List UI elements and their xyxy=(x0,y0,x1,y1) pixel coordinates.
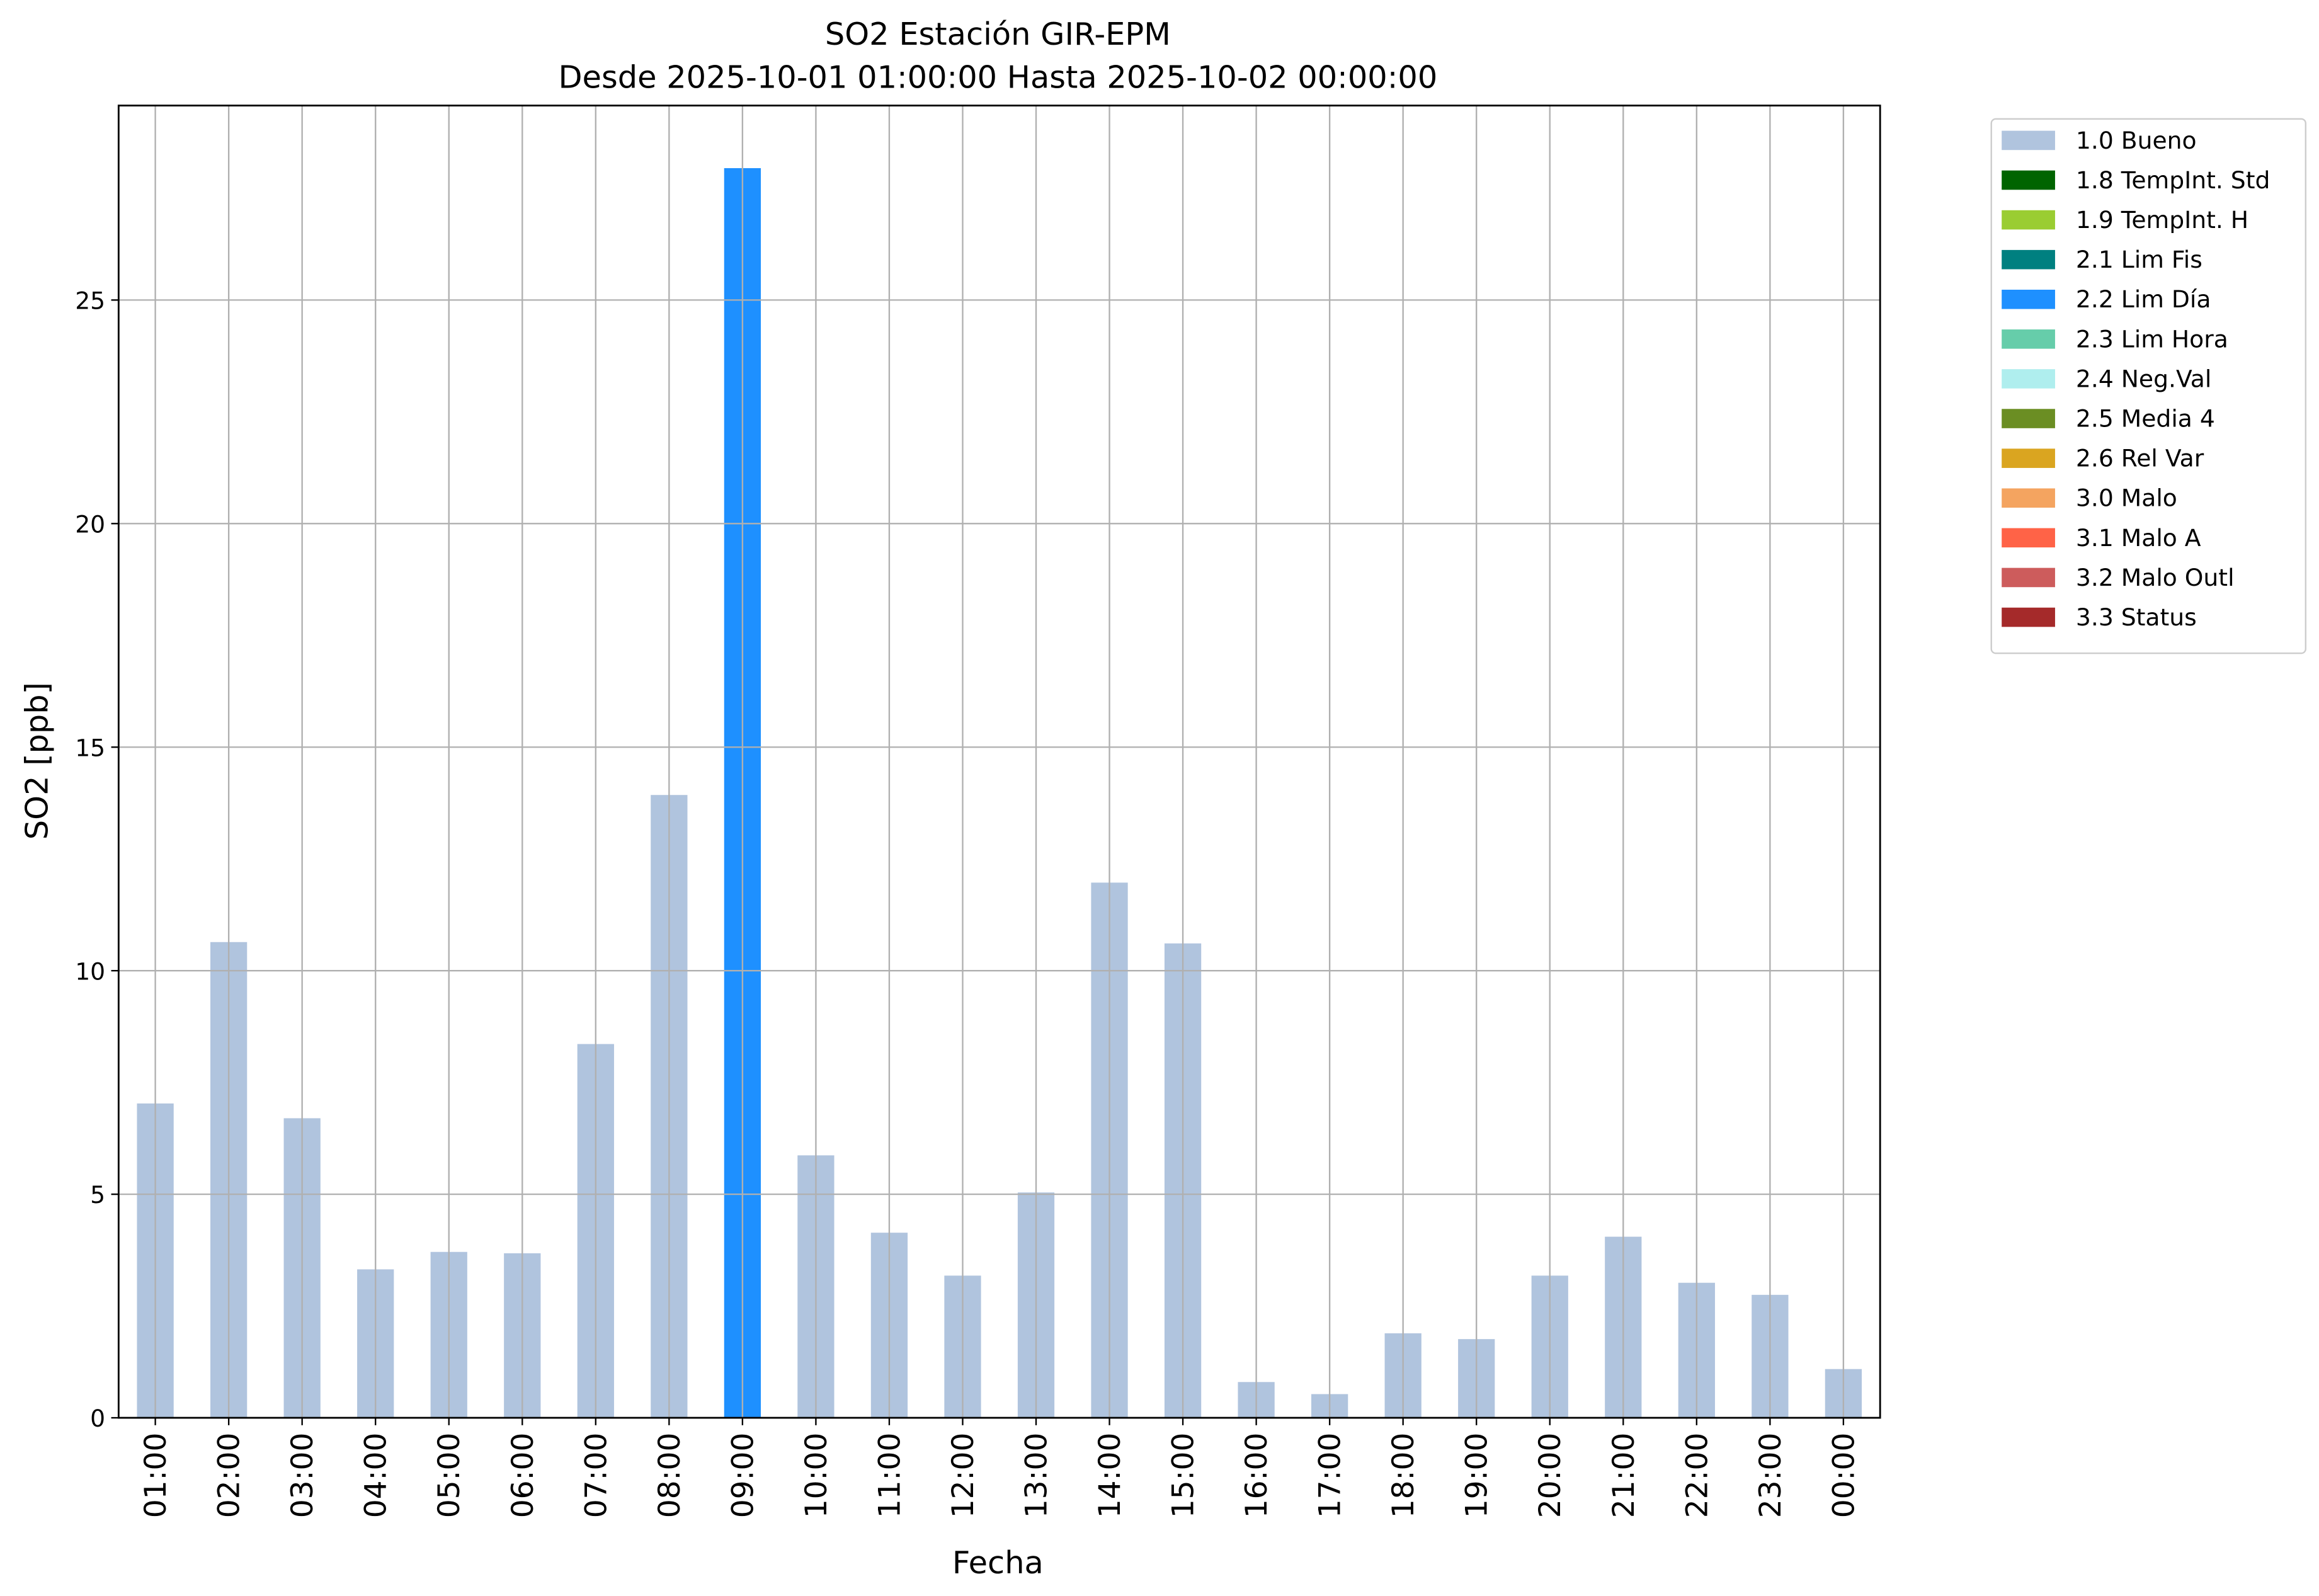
legend-swatch xyxy=(2002,329,2055,349)
legend-label: 2.5 Media 4 xyxy=(2076,405,2215,433)
x-tick-label: 19:00 xyxy=(1460,1433,1495,1519)
legend-label: 2.4 Neg.Val xyxy=(2076,365,2211,392)
legend-swatch xyxy=(2002,170,2055,190)
x-tick-label: 00:00 xyxy=(1826,1433,1861,1519)
legend-label: 3.2 Malo Outl xyxy=(2076,564,2235,591)
y-tick-label: 15 xyxy=(75,734,105,761)
x-axis-label: Fecha xyxy=(952,1544,1044,1581)
x-tick-label: 18:00 xyxy=(1386,1433,1421,1519)
x-tick-label: 16:00 xyxy=(1239,1433,1274,1519)
x-tick-label: 14:00 xyxy=(1093,1433,1127,1519)
x-tick-label: 13:00 xyxy=(1019,1433,1054,1519)
x-tick-label: 11:00 xyxy=(872,1433,907,1519)
chart-title: SO2 Estación GIR-EPM xyxy=(825,16,1171,52)
legend-swatch xyxy=(2002,567,2055,588)
legend-label: 2.6 Rel Var xyxy=(2076,445,2204,472)
x-tick-label: 12:00 xyxy=(946,1433,981,1519)
x-tick-label: 06:00 xyxy=(506,1433,540,1519)
y-tick-label: 5 xyxy=(90,1181,105,1209)
y-tick-label: 10 xyxy=(75,957,105,985)
x-tick-label: 01:00 xyxy=(139,1433,173,1519)
x-tick-label: 15:00 xyxy=(1166,1433,1201,1519)
legend-label: 3.0 Malo xyxy=(2076,484,2177,512)
x-tick-label: 09:00 xyxy=(726,1433,760,1519)
legend-label: 2.2 Lim Día xyxy=(2076,285,2211,313)
x-tick-label: 20:00 xyxy=(1533,1433,1568,1519)
x-tick-label: 07:00 xyxy=(579,1433,613,1519)
legend-label: 2.1 Lim Fis xyxy=(2076,246,2202,273)
legend-label: 3.3 Status xyxy=(2076,603,2197,631)
x-tick-label: 10:00 xyxy=(799,1433,834,1519)
legend-label: 1.8 TempInt. Std xyxy=(2076,166,2270,194)
y-tick-label: 25 xyxy=(75,287,105,315)
y-tick-label: 20 xyxy=(75,510,105,538)
legend-swatch xyxy=(2002,528,2055,548)
legend-label: 3.1 Malo A xyxy=(2076,524,2201,552)
y-axis-label: SO2 [ppb] xyxy=(18,682,55,840)
x-tick-label: 02:00 xyxy=(212,1433,247,1519)
x-tick-label: 03:00 xyxy=(285,1433,320,1519)
chart-subtitle: Desde 2025-10-01 01:00:00 Hasta 2025-10-… xyxy=(559,59,1438,95)
legend-swatch xyxy=(2002,130,2055,151)
y-tick-label: 0 xyxy=(90,1405,105,1432)
legend-box xyxy=(1990,118,2306,654)
x-tick-label: 21:00 xyxy=(1607,1433,1641,1519)
legend-swatch xyxy=(2002,289,2055,309)
x-tick-label: 23:00 xyxy=(1753,1433,1788,1519)
legend-label: 2.3 Lim Hora xyxy=(2076,325,2228,353)
x-tick-label: 22:00 xyxy=(1680,1433,1714,1519)
legend-label: 1.9 TempInt. H xyxy=(2076,206,2248,234)
legend-swatch xyxy=(2002,488,2055,508)
legend-swatch xyxy=(2002,249,2055,270)
legend-swatch xyxy=(2002,369,2055,389)
plot-frame xyxy=(117,105,1881,1419)
legend-swatch xyxy=(2002,607,2055,627)
legend-label: 1.0 Bueno xyxy=(2076,127,2197,154)
x-tick-label: 17:00 xyxy=(1313,1433,1348,1519)
x-tick-label: 08:00 xyxy=(652,1433,687,1519)
legend-swatch xyxy=(2002,210,2055,230)
x-tick-label: 04:00 xyxy=(359,1433,394,1519)
legend-swatch xyxy=(2002,448,2055,468)
x-tick-label: 05:00 xyxy=(432,1433,467,1519)
legend-swatch xyxy=(2002,409,2055,428)
